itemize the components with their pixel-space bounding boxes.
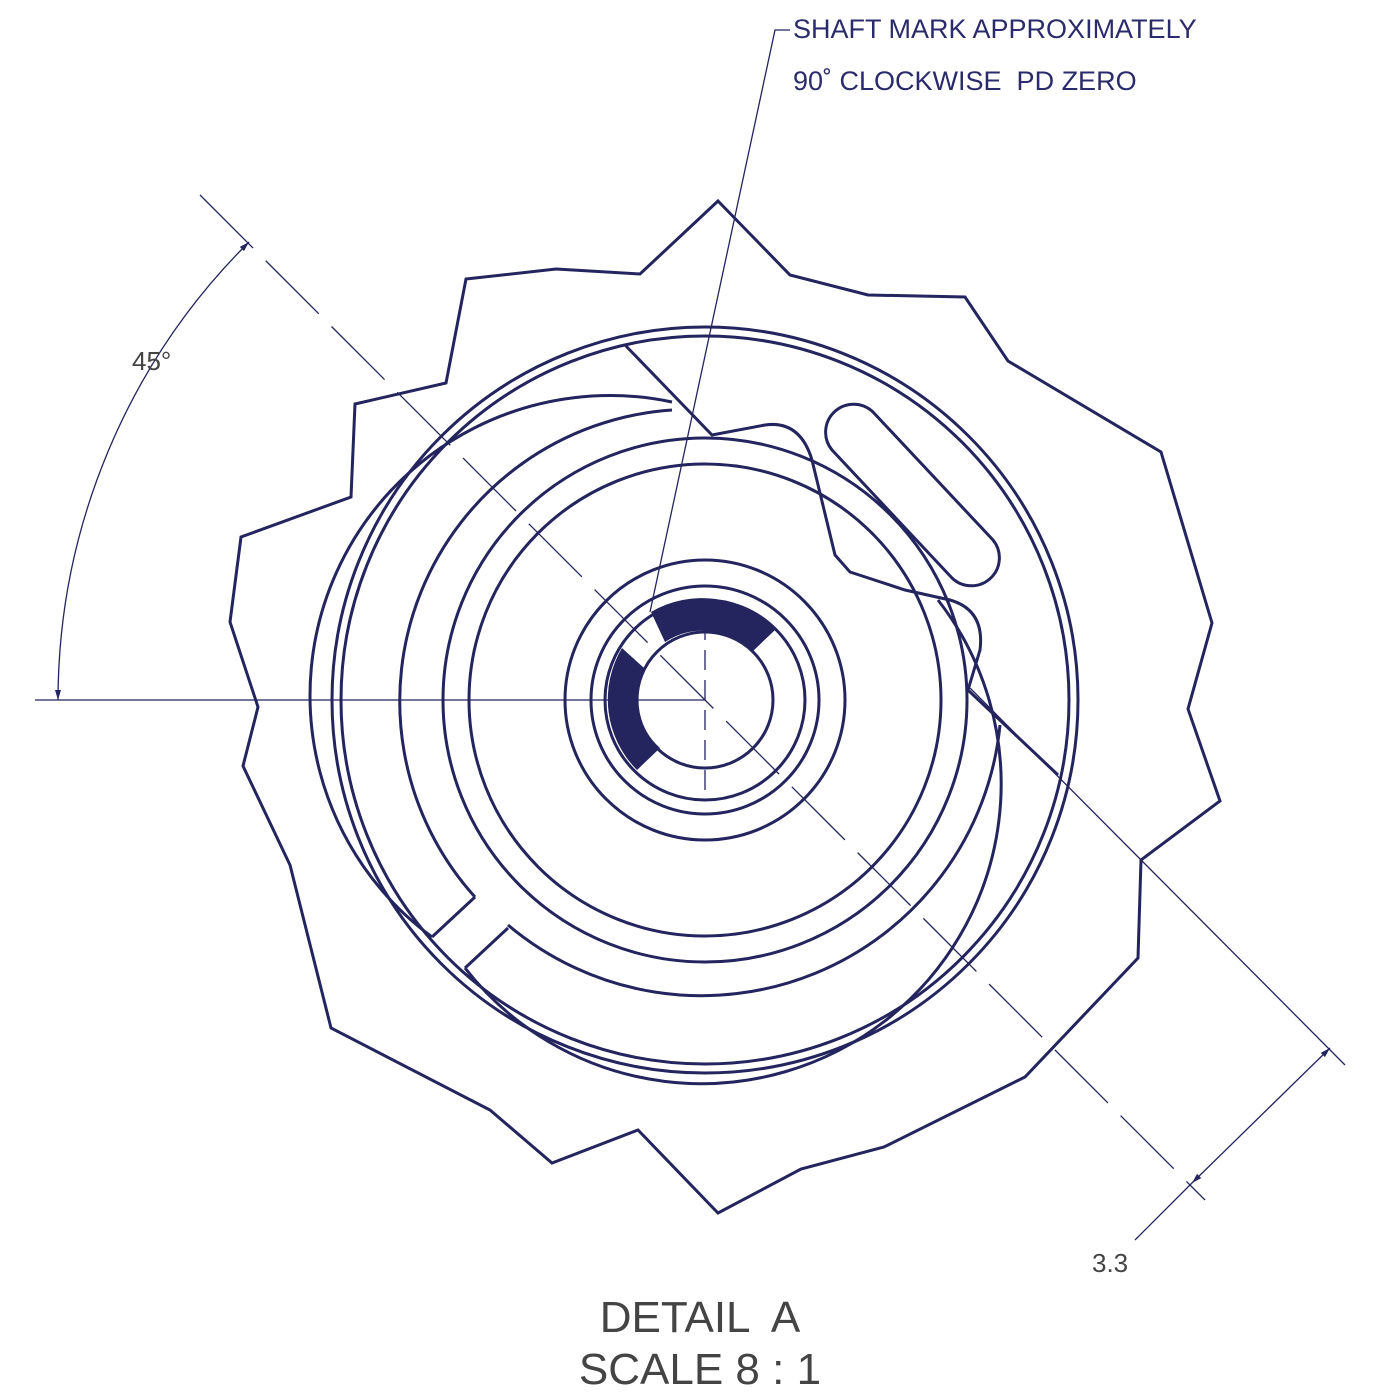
diagonal-centre-line — [200, 195, 1205, 1200]
dimension-leader — [1135, 1183, 1192, 1240]
distance-label: 3.3 — [1092, 1248, 1128, 1278]
dimension-line — [1192, 1048, 1330, 1183]
knob-outline — [230, 201, 1220, 1213]
ring-break — [432, 897, 475, 937]
body: {"note": {"lines": ["SHAFT MARK APPROXIM… — [0, 0, 1378, 1395]
middle-ring-arc — [400, 410, 672, 897]
note-line: 90˚ CLOCKWISE PD ZERO — [793, 66, 1137, 96]
caption-title: DETAIL A — [600, 1293, 801, 1342]
extension-line — [970, 688, 1345, 1065]
note-line: SHAFT MARK APPROXIMATELY — [793, 14, 1197, 44]
shaft-mark — [651, 598, 775, 652]
slot — [826, 404, 1000, 586]
caption-scale: SCALE 8 : 1 — [579, 1345, 821, 1394]
angle-label: 45° — [132, 346, 171, 376]
shaft-mark — [608, 648, 660, 770]
ring-break — [465, 928, 508, 968]
angle-dimension-arc — [58, 242, 249, 700]
page: html, body { margin: 0; padding: 0; back… — [0, 0, 1378, 1395]
middle-ring-arc — [465, 600, 1001, 1084]
detail-drawing: SHAFT MARK APPROXIMATELY 90˚ CLOCKWISE P… — [0, 0, 1378, 1395]
note-leader — [650, 30, 790, 612]
